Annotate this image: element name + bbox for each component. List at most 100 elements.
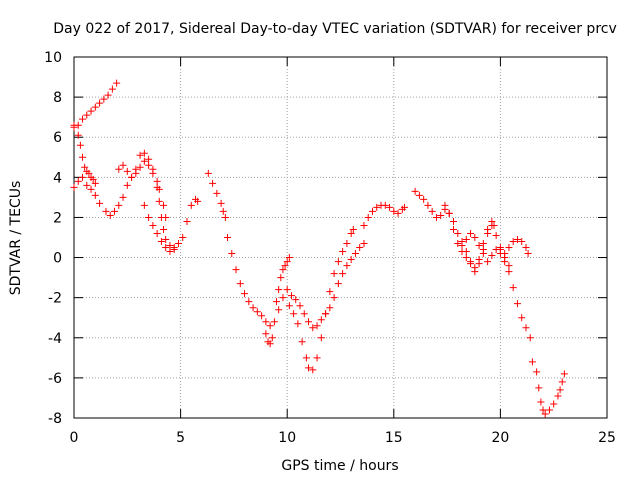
data-point <box>424 201 432 209</box>
data-point <box>475 260 483 268</box>
data-segment-16 <box>528 358 568 418</box>
data-point <box>471 234 479 241</box>
data-point <box>351 250 359 258</box>
data-point <box>266 322 274 330</box>
data-point <box>528 358 536 366</box>
data-point <box>518 238 526 246</box>
data-point <box>275 286 283 294</box>
data-point <box>91 191 99 199</box>
x-tick-label: 20 <box>491 430 509 446</box>
data-point <box>334 258 342 266</box>
data-segment-14 <box>458 229 513 270</box>
data-segment-4 <box>115 149 170 221</box>
data-point <box>287 292 295 300</box>
data-point <box>360 240 368 248</box>
data-point <box>467 229 475 237</box>
data-point <box>241 290 249 298</box>
data-point <box>305 318 313 326</box>
data-point <box>290 310 298 318</box>
data-point <box>96 99 104 107</box>
data-segment-7 <box>224 234 368 332</box>
data-point <box>428 207 436 215</box>
data-point <box>153 177 161 185</box>
data-point <box>279 266 287 274</box>
data-point <box>454 229 462 237</box>
data-point <box>245 298 253 306</box>
data-point <box>454 240 462 248</box>
data-point <box>458 242 466 250</box>
data-point <box>479 250 487 258</box>
data-point <box>462 254 470 262</box>
data-point <box>309 366 317 374</box>
data-point <box>400 203 408 211</box>
data-point <box>104 91 112 99</box>
data-point <box>87 185 95 193</box>
data-point <box>518 314 526 322</box>
data-point <box>356 244 364 252</box>
axis-ticks <box>73 56 608 419</box>
data-point <box>275 306 283 314</box>
data-point <box>309 324 317 332</box>
data-segment-3 <box>70 121 99 187</box>
y-tick-label: 0 <box>53 251 62 267</box>
data-point <box>441 201 449 209</box>
data-segment-2 <box>70 79 121 131</box>
data-point <box>492 246 500 254</box>
data-point <box>217 199 225 207</box>
data-point <box>298 338 306 346</box>
plot-frame <box>73 56 608 419</box>
data-point <box>76 141 84 149</box>
data-point <box>326 304 334 312</box>
data-point <box>432 213 440 221</box>
data-point <box>326 288 334 296</box>
x-axis-label: GPS time / hours <box>281 458 398 474</box>
data-point <box>558 378 566 386</box>
data-point <box>204 169 212 177</box>
data-point <box>140 157 148 165</box>
data-point <box>490 221 498 229</box>
data-point <box>149 165 157 173</box>
data-point <box>437 211 445 219</box>
data-point <box>81 163 89 171</box>
data-point <box>313 322 321 330</box>
data-point <box>213 189 221 197</box>
y-tick-label: -4 <box>48 331 62 347</box>
data-point <box>283 286 291 294</box>
x-tick-label: 25 <box>598 430 616 446</box>
data-point <box>343 262 351 270</box>
data-point <box>479 240 487 248</box>
y-axis-label: SDTVAR / TECUs <box>8 181 24 296</box>
data-point <box>330 294 338 302</box>
data-point <box>541 410 549 418</box>
data-point <box>83 181 91 189</box>
data-point <box>550 400 558 408</box>
y-tick-label: -2 <box>48 291 62 307</box>
y-tick-labels: -8 -6 -4 -2 0 2 4 6 8 10 <box>44 50 62 427</box>
data-point <box>91 179 99 187</box>
data-point <box>505 262 513 270</box>
data-point <box>123 181 131 189</box>
data-point <box>132 165 140 173</box>
data-point <box>411 187 419 195</box>
data-point <box>145 155 153 163</box>
data-point <box>115 201 123 209</box>
data-point <box>266 340 274 348</box>
data-point <box>115 165 123 173</box>
data-point <box>496 250 504 258</box>
data-point <box>349 225 357 233</box>
data-point <box>533 368 541 376</box>
data-point <box>467 258 475 266</box>
data-point <box>157 238 165 246</box>
data-point <box>273 298 281 306</box>
y-tick-label: 4 <box>53 170 62 186</box>
data-point <box>79 153 87 161</box>
data-point <box>554 392 562 400</box>
data-point <box>330 270 338 278</box>
data-point <box>281 262 289 270</box>
data-point <box>91 103 99 111</box>
data-point <box>79 115 87 123</box>
data-point <box>155 185 163 193</box>
data-point <box>488 217 496 225</box>
data-point <box>368 207 376 215</box>
